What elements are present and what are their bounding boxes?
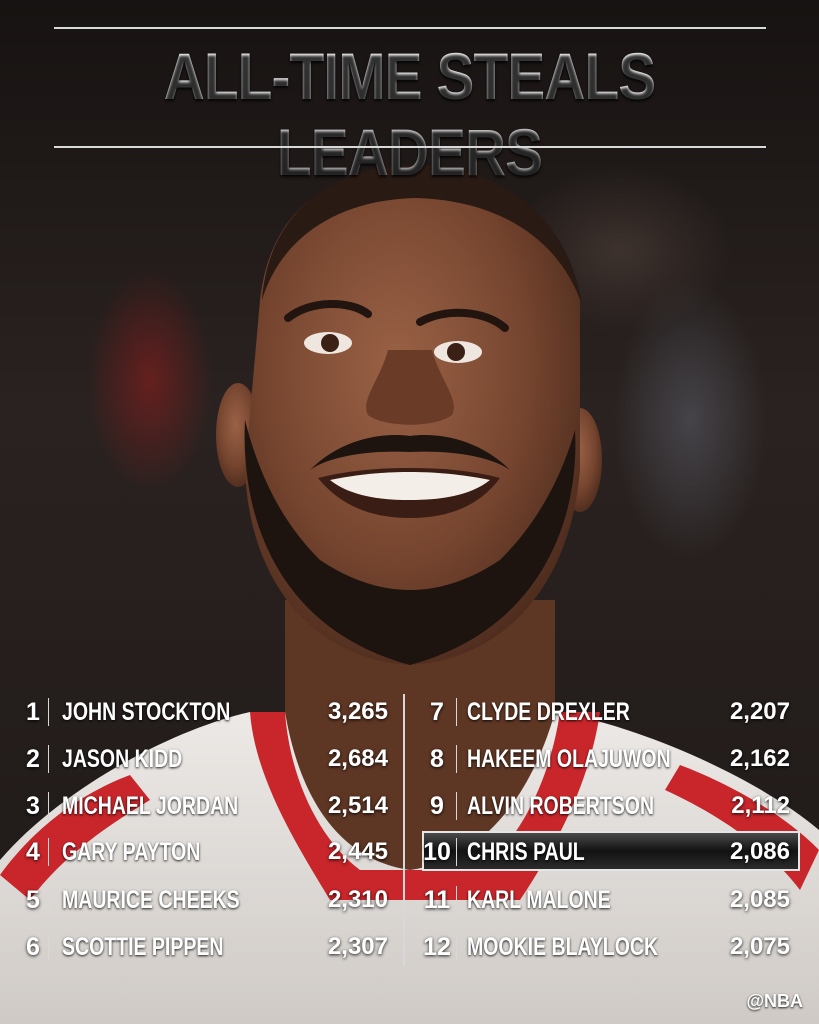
player-name: SCOTTIE PIPPEN: [62, 933, 224, 961]
steals-value: 2,307: [327, 933, 388, 960]
steals-value: 2,162: [729, 745, 790, 772]
row-separator: [456, 886, 457, 914]
player-name: HAKEEM OLAJUWON: [467, 745, 671, 773]
steals-value: 2,310: [327, 886, 388, 913]
steals-value: 2,207: [729, 698, 790, 725]
player-name: JASON KIDD: [62, 745, 183, 773]
column-divider: [403, 694, 405, 966]
row-separator: [456, 792, 457, 820]
row-separator: [456, 933, 457, 961]
row-separator: [48, 792, 49, 820]
row-separator: [48, 933, 49, 961]
title-bottom-rule: [54, 146, 766, 148]
rank: 12: [423, 933, 451, 961]
row-separator: [48, 838, 49, 866]
row-separator: [456, 698, 457, 726]
rank: 5: [26, 886, 40, 914]
rank: 6: [26, 933, 40, 961]
row-separator: [48, 745, 49, 773]
steals-value: 2,445: [327, 838, 388, 865]
page-title: ALL-TIME STEALS LEADERS: [57, 38, 761, 190]
rank: 7: [430, 698, 444, 726]
player-name: MOOKIE BLAYLOCK: [467, 933, 659, 961]
rank: 2: [26, 745, 40, 773]
steals-value: 2,086: [729, 838, 790, 865]
player-name: ALVIN ROBERTSON: [467, 792, 655, 820]
steals-value: 2,085: [729, 886, 790, 913]
steals-value: 2,684: [327, 745, 388, 772]
steals-value: 2,514: [327, 792, 388, 819]
rank: 4: [26, 838, 40, 866]
row-separator: [456, 838, 457, 866]
row-separator: [48, 698, 49, 726]
rank: 3: [26, 792, 40, 820]
player-name: JOHN STOCKTON: [62, 698, 231, 726]
rank: 11: [423, 886, 451, 914]
steals-value: 3,265: [327, 698, 388, 725]
player-name: KARL MALONE: [467, 886, 611, 914]
nba-watermark: @NBA: [746, 991, 803, 1011]
rank: 10: [423, 838, 451, 866]
rank: 9: [430, 792, 444, 820]
steals-value: 2,075: [729, 933, 790, 960]
rank: 8: [430, 745, 444, 773]
player-name: CHRIS PAUL: [467, 838, 585, 866]
steals-value: 2,112: [731, 792, 790, 819]
highlight-row-box: [422, 831, 800, 871]
rank: 1: [26, 698, 40, 726]
player-name: MICHAEL JORDAN: [62, 792, 239, 820]
player-name: GARY PAYTON: [62, 838, 201, 866]
row-separator: [456, 745, 457, 773]
player-name: MAURICE CHEEKS: [62, 886, 240, 914]
player-name: CLYDE DREXLER: [467, 698, 630, 726]
row-separator: [48, 886, 49, 914]
title-top-rule: [54, 27, 766, 29]
